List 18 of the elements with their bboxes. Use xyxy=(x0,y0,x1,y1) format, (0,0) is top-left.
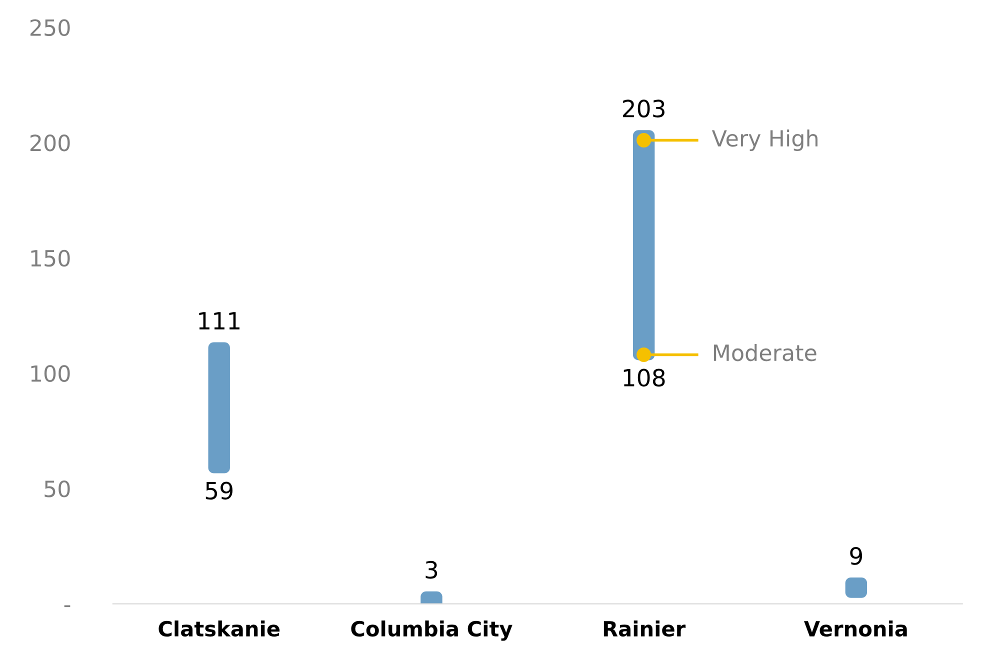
data-label: Very High xyxy=(712,130,818,152)
x-tick-label: Clatskanie xyxy=(158,620,280,637)
x-tick-label: Vernonia xyxy=(804,620,907,637)
y-tick-label: - xyxy=(64,605,70,608)
annotation: 108 xyxy=(624,368,665,387)
y-tick-label: 200 xyxy=(30,134,70,152)
annotation: 9 xyxy=(850,547,862,565)
annotation: 59 xyxy=(206,482,232,500)
data-label: Moderate xyxy=(714,344,816,362)
y-tick-label: 250 xyxy=(30,19,70,36)
y-tick-label: 100 xyxy=(31,365,70,382)
annotation: 3 xyxy=(426,560,438,579)
annotation: 111 xyxy=(199,312,240,330)
y-tick-label: 50 xyxy=(44,480,70,498)
annotation: 203 xyxy=(623,100,664,118)
y-tick-label: 150 xyxy=(31,250,70,267)
x-tick-label: Rainier xyxy=(604,620,686,637)
x-tick-label: Columbia City xyxy=(351,620,512,641)
